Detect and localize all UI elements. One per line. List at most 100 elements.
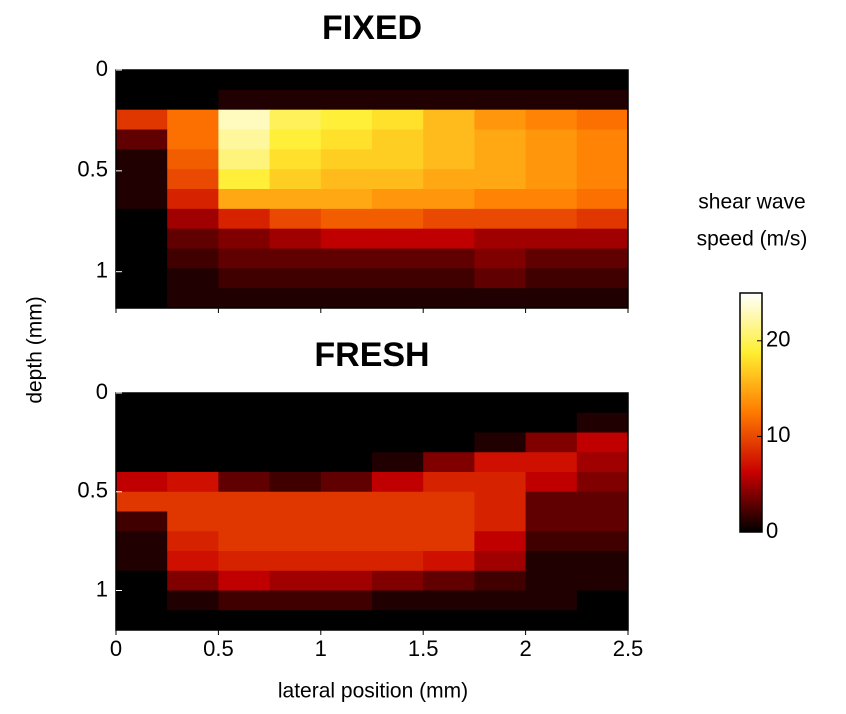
x-tick-label: 2.5 <box>613 636 644 661</box>
heatmap-cell <box>116 149 168 170</box>
heatmap-cell <box>423 610 475 631</box>
heatmap-cell <box>372 511 424 532</box>
heatmap-cell <box>218 610 271 631</box>
heatmap-cell <box>320 248 373 269</box>
heatmap-cell <box>116 89 168 111</box>
heatmap-cell <box>576 268 629 289</box>
heatmap-cell <box>167 208 219 230</box>
heatmap-cell <box>474 570 527 591</box>
heatmap-cell <box>320 551 373 572</box>
heatmap-cell <box>320 288 373 309</box>
heatmap-cell <box>576 109 629 130</box>
heatmap-cell <box>116 590 168 611</box>
heatmap-cell <box>320 491 373 512</box>
heatmap-cell <box>116 531 168 552</box>
heatmap-cell <box>116 248 168 269</box>
heatmap-cell <box>474 228 527 249</box>
heatmap-cell <box>474 109 527 130</box>
x-tick-label: 0.5 <box>203 636 234 661</box>
heatmap-cell <box>167 531 219 552</box>
heatmap-cell <box>474 412 527 433</box>
heatmap-cell <box>372 208 424 230</box>
heatmap-cell <box>320 169 373 190</box>
heatmap-cell <box>218 412 271 433</box>
heatmap-cell <box>525 129 578 150</box>
heatmap-cell <box>320 109 373 130</box>
heatmap-cell <box>525 268 578 289</box>
heatmap-cell <box>423 149 475 170</box>
heatmap-cell <box>320 228 373 249</box>
heatmap-cell <box>423 393 475 414</box>
heatmap-cell <box>320 189 373 210</box>
heatmap-cell <box>525 452 578 473</box>
heatmap-cell <box>525 169 578 190</box>
x-tick-label: 0 <box>110 636 122 661</box>
heatmap-cell <box>320 472 373 493</box>
heatmap-cell <box>474 491 527 512</box>
heatmap-cell <box>269 288 322 309</box>
heatmap-cell <box>423 70 475 91</box>
heatmap-cell <box>218 169 271 190</box>
heatmap-cell <box>167 189 219 210</box>
heatmap-cell <box>372 551 424 572</box>
heatmap-cell <box>167 432 219 453</box>
x-axis-label: lateral position (mm) <box>278 680 468 703</box>
heatmap-cell <box>474 248 527 269</box>
heatmap-cell <box>218 228 271 249</box>
heatmap-cell <box>576 89 629 111</box>
heatmap-cell <box>423 472 475 493</box>
heatmap-cell <box>218 89 271 111</box>
heatmap-cell <box>167 70 219 91</box>
heatmap-cell <box>474 169 527 190</box>
heatmap-cell <box>218 393 271 414</box>
heatmap-cell <box>269 452 322 473</box>
heatmap-cell <box>269 432 322 453</box>
heatmap-cell <box>474 89 527 111</box>
heatmap-cell <box>372 89 424 111</box>
heatmap-cell <box>167 472 219 493</box>
heatmap-cell <box>116 472 168 493</box>
heatmap-cell <box>116 610 168 631</box>
heatmap-cell <box>423 551 475 572</box>
heatmap-cell <box>320 268 373 289</box>
heatmap-cell <box>423 169 475 190</box>
heatmap-cell <box>218 109 271 130</box>
heatmap-cell <box>525 228 578 249</box>
heatmap-cell <box>372 531 424 552</box>
heatmap-cell <box>576 189 629 210</box>
heatmap-cell <box>576 70 629 91</box>
heatmap-cell <box>320 432 373 453</box>
colorbar-tick-label: 10 <box>766 422 790 447</box>
heatmap-cell <box>167 590 219 611</box>
y-tick-label: 0.5 <box>77 157 108 182</box>
heatmap-cell <box>372 610 424 631</box>
heatmap-cell <box>423 432 475 453</box>
heatmap-cell <box>525 610 578 631</box>
x-tick-label: 2 <box>519 636 531 661</box>
heatmap-cell <box>218 551 271 572</box>
heatmap-cell <box>116 268 168 289</box>
heatmap-cell <box>116 393 168 414</box>
heatmap-cell <box>116 511 168 532</box>
heatmap-cell <box>576 511 629 532</box>
heatmap-cell <box>116 129 168 150</box>
heatmap-cell <box>167 491 219 512</box>
heatmap-cell <box>525 472 578 493</box>
x-tick-label: 1 <box>315 636 327 661</box>
heatmap-cell <box>474 452 527 473</box>
heatmap-cell <box>474 432 527 453</box>
heatmap-cell <box>269 149 322 170</box>
heatmap-cell <box>474 531 527 552</box>
heatmap-cell <box>218 590 271 611</box>
heatmap-cell <box>372 268 424 289</box>
heatmap-cell <box>320 452 373 473</box>
colorbar-label: speed (m/s) <box>697 228 808 251</box>
heatmap-cell <box>372 288 424 309</box>
heatmap-cell <box>372 452 424 473</box>
heatmap-cell <box>269 511 322 532</box>
plot-frame <box>115 69 629 309</box>
heatmap-cell <box>423 189 475 210</box>
heatmap-cell <box>167 511 219 532</box>
heatmap-cell <box>423 491 475 512</box>
